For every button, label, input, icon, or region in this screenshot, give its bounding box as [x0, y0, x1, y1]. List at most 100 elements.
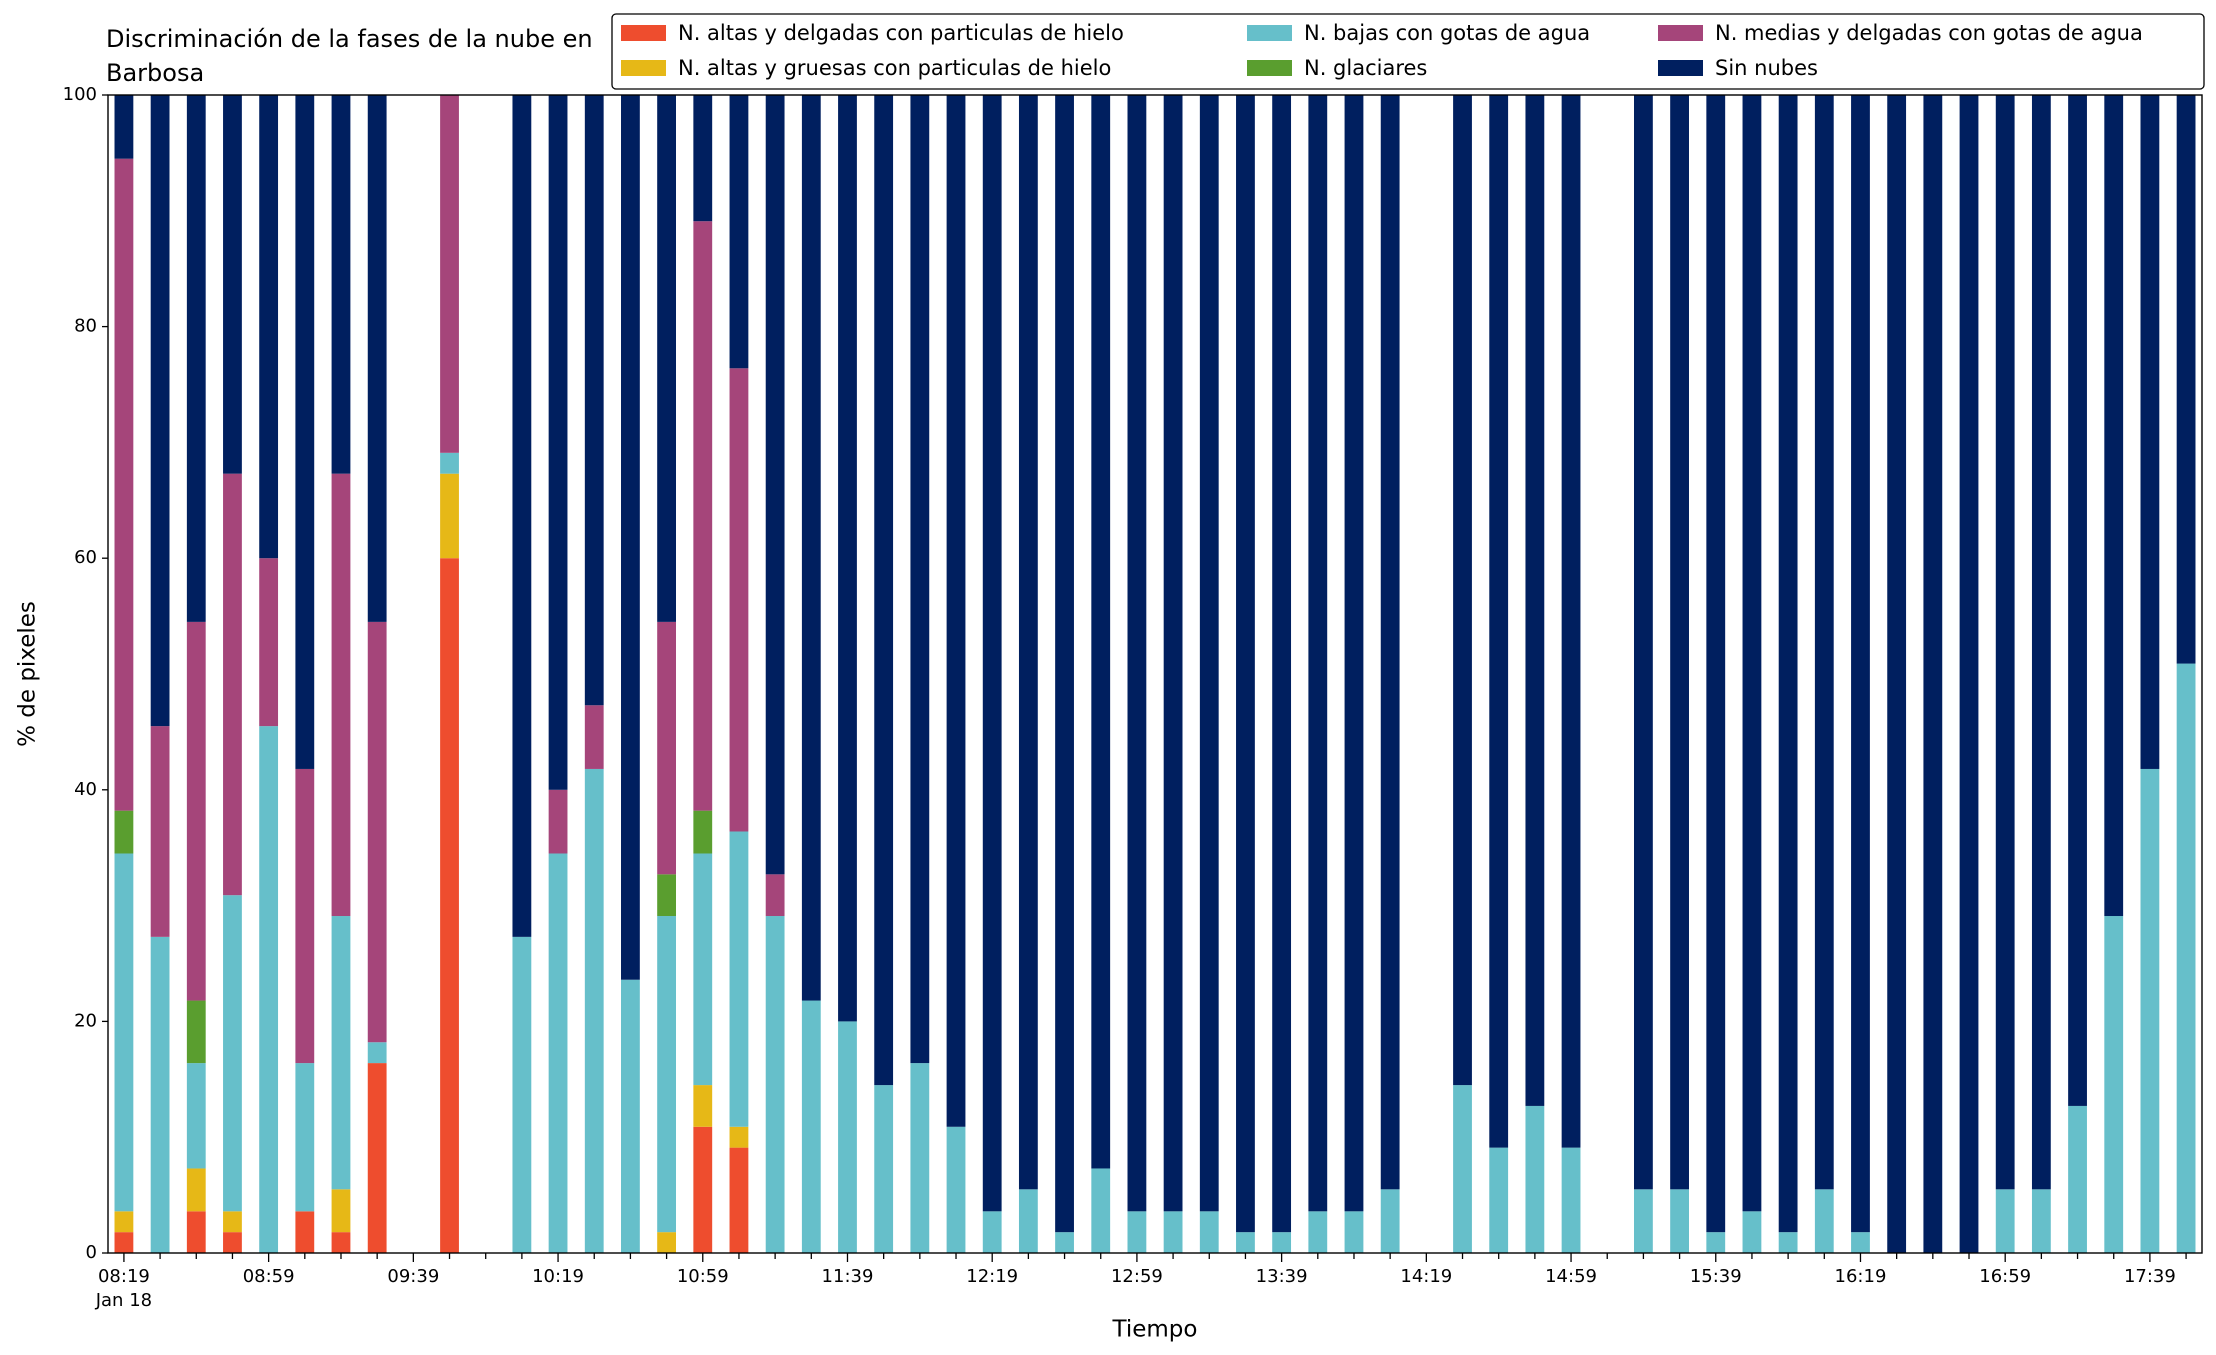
bar-segment	[1814, 95, 1834, 1190]
bar-segment	[1055, 95, 1074, 1233]
legend-label: N. altas y gruesas con particulas de hie…	[678, 56, 1111, 80]
bar-segment	[259, 558, 279, 727]
bar-segment	[440, 558, 459, 1253]
x-axis-label: Tiempo	[1112, 1317, 1198, 1343]
bar-segment	[2068, 1105, 2087, 1253]
bar-segment	[946, 1126, 966, 1253]
bar-segment	[186, 1063, 206, 1169]
legend-swatch	[1658, 60, 1703, 76]
x-tick-label: 14:19	[1400, 1266, 1452, 1287]
bar-segment	[1272, 95, 1292, 1233]
x-tick-label: 12:19	[966, 1266, 1018, 1287]
bar-segment	[331, 95, 351, 474]
bar-segment	[2031, 95, 2051, 1190]
bar-segment	[1742, 95, 1762, 1212]
bar-segment	[1887, 95, 1907, 1253]
bar-segment	[657, 621, 676, 875]
bar-segment	[1561, 95, 1581, 1148]
bar-segment	[1670, 95, 1689, 1190]
bar-segment	[801, 1000, 821, 1253]
plot-frame	[107, 94, 2203, 1254]
bar-segment	[114, 1232, 134, 1253]
legend-box	[611, 13, 2205, 90]
bar-segment	[1308, 95, 1328, 1212]
bar-segment	[584, 705, 604, 769]
legend-label: N. altas y delgadas con particulas de hi…	[678, 21, 1124, 45]
bar-segment	[186, 1168, 206, 1212]
bar-segment	[1453, 95, 1472, 1086]
bar-segment	[2140, 768, 2160, 1253]
bar-segment	[1561, 1147, 1581, 1253]
bar-segment	[910, 95, 930, 1064]
legend-swatch	[621, 60, 666, 76]
bar-segment	[874, 95, 894, 1086]
y-tick-label: 0	[86, 1242, 97, 1263]
x-date-label: Jan 18	[95, 1290, 152, 1311]
x-tick-label: 08:19	[98, 1266, 150, 1287]
bar-segment	[838, 95, 857, 1022]
bar-segment	[1489, 95, 1509, 1148]
bar-segment	[1959, 95, 1979, 1253]
bar-segment	[1127, 95, 1147, 1212]
x-tick-label: 09:39	[387, 1266, 439, 1287]
bar-segment	[512, 936, 532, 1253]
y-axis-label: % de pixeles	[15, 601, 41, 747]
bar-segment	[1344, 95, 1364, 1212]
bar-segment	[1706, 1232, 1726, 1253]
bar-segment	[1199, 1211, 1219, 1253]
bar-segment	[223, 473, 242, 896]
bar-segment	[295, 1211, 315, 1253]
bar-segment	[186, 621, 206, 1001]
legend: N. altas y delgadas con particulas de hi…	[611, 13, 2205, 90]
bar-segment	[1199, 95, 1219, 1212]
y-tick-label: 20	[74, 1010, 97, 1031]
legend-swatch	[1658, 25, 1703, 41]
bar-segment	[295, 1063, 315, 1212]
bar-segment	[657, 1232, 676, 1253]
legend-label: N. bajas con gotas de agua	[1304, 21, 1590, 45]
bar-segment	[1995, 95, 2015, 1190]
bar-segment	[440, 452, 459, 474]
x-tick-label: 16:59	[1979, 1266, 2031, 1287]
bar-segment	[367, 95, 387, 622]
bar-segment	[1670, 1189, 1689, 1253]
bar-segment	[1380, 1189, 1400, 1253]
bar-segment	[729, 368, 749, 832]
bar-segment	[765, 916, 785, 1253]
legend-label: N. medias y delgadas con gotas de agua	[1715, 21, 2143, 45]
bar-segment	[946, 95, 966, 1127]
bar-segment	[186, 1000, 206, 1064]
x-tick-label: 13:39	[1256, 1266, 1308, 1287]
bar-segment	[801, 95, 821, 1001]
bar-segment	[1163, 95, 1183, 1212]
bar-segment	[1851, 95, 1870, 1233]
chart-title: Discriminación de la fases de la nube en…	[106, 25, 593, 87]
bar-segment	[223, 895, 242, 1212]
bar-segment	[693, 95, 713, 222]
x-tick-label: 16:19	[1835, 1266, 1887, 1287]
bar-segment	[693, 221, 713, 811]
bar-segment	[2104, 95, 2124, 917]
bar-segment	[1525, 95, 1545, 1106]
bar-segment	[331, 473, 351, 917]
bar-segment	[874, 1085, 894, 1253]
x-tick-label: 15:39	[1690, 1266, 1742, 1287]
bar-segment	[1995, 1189, 2015, 1253]
bar-segment	[331, 1232, 351, 1253]
x-tick-label: 10:19	[532, 1266, 584, 1287]
bar-segment	[114, 158, 134, 811]
y-tick-label: 60	[74, 547, 97, 568]
x-tick-label: 11:39	[822, 1266, 874, 1287]
y-tick-label: 80	[74, 316, 97, 337]
bar-segment	[657, 95, 676, 622]
bar-segment	[729, 1147, 749, 1253]
bar-segment	[1091, 1168, 1111, 1253]
bar-segment	[621, 95, 640, 980]
bar-segment	[150, 936, 170, 1253]
bar-segment	[693, 1126, 713, 1253]
bar-segment	[114, 853, 134, 1212]
bar-segment	[621, 979, 640, 1253]
bar-segment	[1525, 1105, 1545, 1253]
bar-segment	[367, 1063, 387, 1253]
